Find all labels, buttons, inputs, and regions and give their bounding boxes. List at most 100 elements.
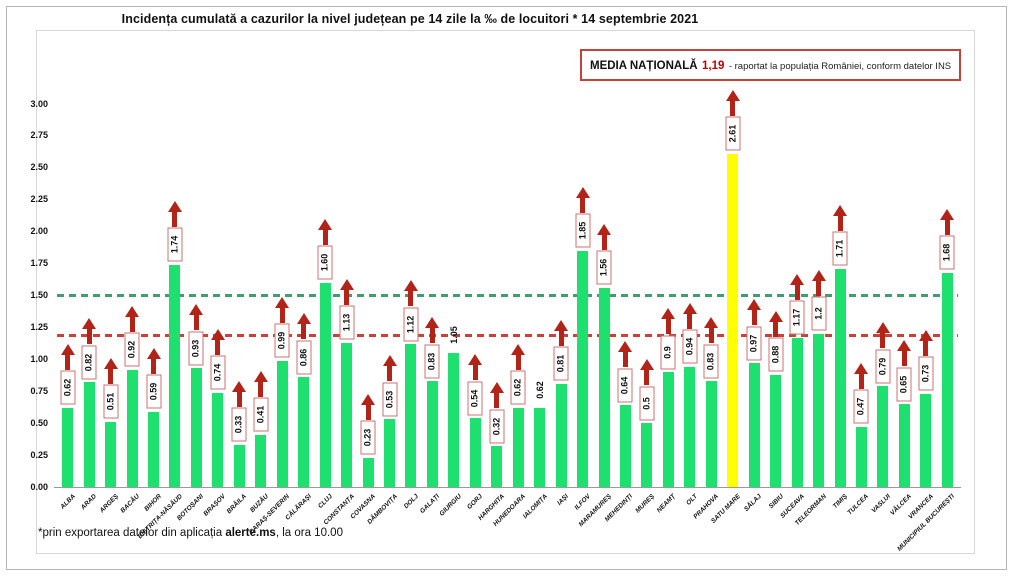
increase-arrow-icon xyxy=(468,354,483,381)
chart-object-frame xyxy=(36,30,975,554)
bar xyxy=(448,352,460,487)
x-axis-county-label: BRĂILA xyxy=(225,493,249,516)
bar xyxy=(534,407,546,487)
increase-arrow-icon xyxy=(103,357,118,384)
y-axis-tick-label: 1.25 xyxy=(30,321,48,332)
bar-value-label: 1.85 xyxy=(575,213,591,248)
x-axis-county-label: GIURGIU xyxy=(438,493,463,518)
bar xyxy=(598,287,610,487)
bar-value-label: 0.32 xyxy=(489,409,505,444)
bar-value-label: 0.74 xyxy=(210,355,226,390)
increase-arrow-icon xyxy=(296,313,311,340)
bar-value-label: 0.99 xyxy=(274,323,290,358)
bar-value-label: 0.47 xyxy=(853,389,869,424)
bar-value-label: 0.65 xyxy=(896,367,912,402)
increase-arrow-icon xyxy=(339,278,354,305)
bar-value-label: 0.83 xyxy=(703,344,719,379)
bar-value-label: 0.62 xyxy=(60,370,76,405)
bar-value-label: 0.94 xyxy=(682,329,698,364)
bar xyxy=(619,405,631,487)
bar-value-label: 0.81 xyxy=(553,346,569,381)
footnote: *prin exportarea datelor din aplicația a… xyxy=(38,527,343,539)
bar xyxy=(512,407,524,487)
bar-value-label: 0.23 xyxy=(360,420,376,455)
media-nationala-reference-line xyxy=(57,333,958,337)
bar xyxy=(148,411,160,487)
increase-arrow-icon xyxy=(318,218,333,245)
increase-arrow-icon xyxy=(811,269,826,296)
x-axis-county-label: BRAȘOV xyxy=(202,493,227,518)
bar-value-label: 0.62 xyxy=(534,381,545,399)
national-average-description: - raportat la populația României, confor… xyxy=(728,61,952,72)
bar-value-label: 0.5 xyxy=(639,386,655,421)
bar xyxy=(877,386,889,487)
bar xyxy=(791,337,803,487)
x-axis-county-label: BACĂU xyxy=(119,493,142,515)
bar xyxy=(491,446,503,487)
x-axis-county-label: ALBA xyxy=(58,493,77,511)
x-axis-county-label: SIBIU xyxy=(767,493,785,511)
y-axis-tick-label: 3.00 xyxy=(30,98,48,109)
x-axis-county-label: SĂLAJ xyxy=(743,493,764,514)
x-axis-line xyxy=(54,487,961,488)
increase-arrow-icon xyxy=(361,393,376,420)
increase-arrow-icon xyxy=(275,296,290,323)
bar-value-label: 1.60 xyxy=(317,245,333,280)
bar xyxy=(126,369,138,487)
bar xyxy=(405,344,417,487)
increase-arrow-icon xyxy=(725,89,740,116)
increase-arrow-icon xyxy=(854,362,869,389)
x-axis-county-label: GORJ xyxy=(466,493,485,511)
bar xyxy=(855,426,867,487)
increase-arrow-icon xyxy=(747,299,762,326)
increase-arrow-icon xyxy=(768,310,783,337)
bar-value-label: 0.51 xyxy=(103,384,119,419)
threshold-1-50-reference-line xyxy=(57,294,958,297)
increase-arrow-icon xyxy=(189,304,204,331)
bar xyxy=(426,381,438,487)
x-axis-county-label: ARGEȘ xyxy=(98,493,120,515)
bar xyxy=(298,377,310,487)
bar xyxy=(83,382,95,487)
bar-value-label: 1.13 xyxy=(339,305,355,340)
increase-arrow-icon xyxy=(382,355,397,382)
bar-value-label: 0.62 xyxy=(510,370,526,405)
increase-arrow-icon xyxy=(790,273,805,300)
increase-arrow-icon xyxy=(403,280,418,306)
bar-value-label: 0.59 xyxy=(146,374,162,409)
bar-value-label: 0.54 xyxy=(467,381,483,416)
bar xyxy=(62,407,74,487)
footnote-suffix: , la ora 10.00 xyxy=(275,527,343,539)
bar-value-label: 1.12 xyxy=(403,307,419,341)
national-average-box: MEDIA NAȚIONALĂ 1,19 - raportat la popul… xyxy=(580,49,962,81)
increase-arrow-icon xyxy=(511,343,526,370)
bar xyxy=(341,342,353,487)
bar-value-label: 2.61 xyxy=(725,116,741,151)
x-axis-county-label: ILFOV xyxy=(573,493,592,512)
y-axis-tick-label: 0.25 xyxy=(30,449,48,460)
bar xyxy=(684,366,696,487)
bar xyxy=(662,372,674,487)
footnote-app-name: alerte.ms xyxy=(225,527,276,539)
bar xyxy=(169,264,181,487)
x-axis-county-label: MUREȘ xyxy=(634,493,656,515)
bar-value-label: 1.71 xyxy=(832,231,848,266)
bar xyxy=(469,418,481,487)
increase-arrow-icon xyxy=(253,370,268,397)
bar-value-label: 0.33 xyxy=(231,407,247,442)
y-axis-tick-label: 2.50 xyxy=(30,162,48,173)
bar xyxy=(727,153,739,487)
bar-value-label: 0.83 xyxy=(424,344,440,379)
increase-arrow-icon xyxy=(918,329,933,356)
increase-arrow-icon xyxy=(232,380,247,407)
bar xyxy=(577,250,589,487)
increase-arrow-icon xyxy=(833,204,847,231)
bar xyxy=(898,404,910,487)
increase-arrow-icon xyxy=(661,308,676,335)
bar-value-label: 1.74 xyxy=(167,227,183,262)
bar xyxy=(212,392,224,487)
increase-arrow-icon xyxy=(575,186,590,213)
bar xyxy=(834,268,846,487)
